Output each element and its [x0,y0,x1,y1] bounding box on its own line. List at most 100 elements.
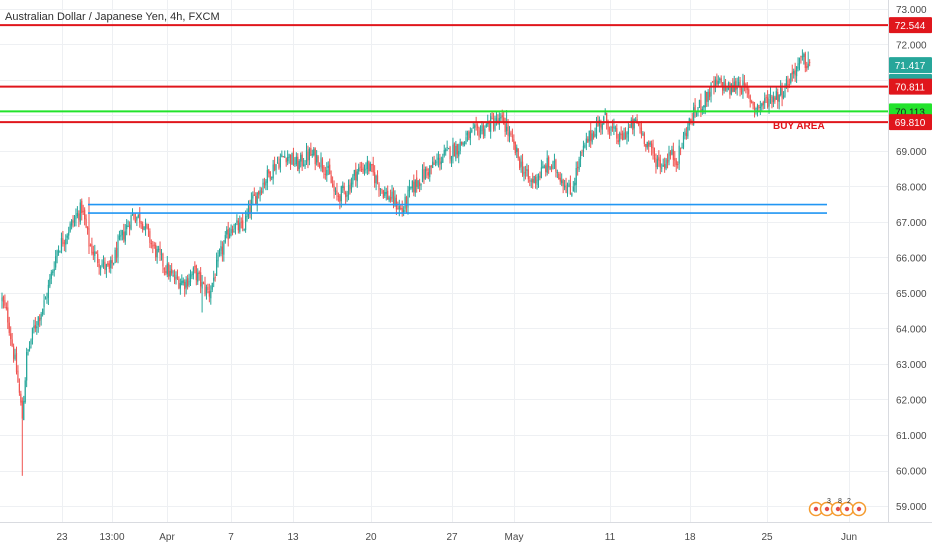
candle-body [237,220,239,231]
candle-body [674,158,676,161]
candle-body [640,127,643,135]
time-tick-label: 20 [365,532,377,543]
candle-body [440,161,442,164]
candle-body [245,216,247,230]
candle-body [101,263,103,267]
candle-body [421,169,424,183]
candle-body [624,132,627,140]
candle-body [469,131,471,139]
candle-body [272,164,274,179]
price-tick-label: 62.000 [896,395,927,406]
candle-body [129,224,131,229]
candle-body [533,175,535,184]
price-tag-label: 71.417 [895,61,926,72]
candle-body [426,168,428,172]
candle-body [681,146,683,149]
candles [1,49,811,476]
candle-body [433,162,435,165]
candle-body [73,218,76,224]
candle-body [363,168,366,172]
candle-body [282,156,284,158]
event-badge[interactable] [851,501,867,517]
candle-body [456,144,458,155]
candle-body [458,151,460,157]
candle-body [187,278,189,287]
candle-body [513,139,515,144]
event-badge[interactable]: 2 [839,498,855,517]
candle-body [729,82,731,95]
candle-body [233,231,235,233]
candle-body [607,122,609,132]
candle-body [738,82,740,86]
candle-body [710,83,712,97]
candle-body [690,119,692,122]
candle-body [107,262,109,266]
candle-body [526,169,528,172]
event-badge[interactable]: 3 [819,498,835,517]
candle-body [616,128,618,139]
candle-body [23,401,25,421]
candle-body [655,157,657,167]
candle-body [115,247,118,259]
candle-body [408,186,411,192]
candle-body [105,264,107,271]
time-axis[interactable]: 23 13:00 Apr 7 13 20 27 May 11 18 25 Jun [56,532,857,543]
candle-body [375,176,377,184]
candle-body [120,234,122,237]
candle-body [44,298,47,300]
candle-body [1,297,3,301]
candle-body [748,89,750,95]
candle-body [166,263,168,275]
candle-body [69,223,71,232]
candle-body [784,89,786,97]
candle-body [574,182,576,186]
candle-body [175,274,177,279]
event-badge-dot [844,506,850,512]
candle-body [266,170,268,183]
candle-body [739,80,741,90]
candle-body [400,207,402,209]
candle-body [780,86,782,96]
candle-body [633,118,635,129]
candle-body [427,172,429,176]
candle-body [17,370,19,383]
candle-body [804,53,806,68]
candle-body [379,188,382,190]
candle-body [256,192,258,206]
candle-body [700,100,702,112]
candle-body [304,163,306,167]
candle-body [262,182,264,193]
candle-body [595,123,598,136]
candle-body [284,156,286,158]
candle-body [488,120,490,131]
candle-body [479,130,482,138]
price-tag-label: 70.811 [895,83,925,94]
candle-body [172,274,174,276]
candle-body [198,272,200,274]
candle-body [530,180,532,182]
candle-body [510,132,512,136]
price-tick-label: 66.000 [896,253,927,264]
candle-body [68,232,70,236]
candle-body [653,154,656,156]
candle-body [147,226,150,230]
candle-body [201,281,203,289]
candle-body [552,161,554,170]
time-tick-label: 7 [228,532,234,543]
candle-body [240,221,242,223]
candle-body [506,126,508,132]
candle-body [542,166,544,169]
candle-body [372,163,374,173]
candle-body [791,71,793,75]
candle-body [387,190,389,200]
candle-body [452,144,454,158]
candle-body [529,180,531,182]
candle-body [43,300,45,308]
candle-body [610,127,612,131]
candle-body [265,181,267,186]
candle-body [420,183,422,186]
time-tick-label: 25 [761,532,773,543]
candle-body [378,184,380,191]
candle-body [213,277,215,281]
